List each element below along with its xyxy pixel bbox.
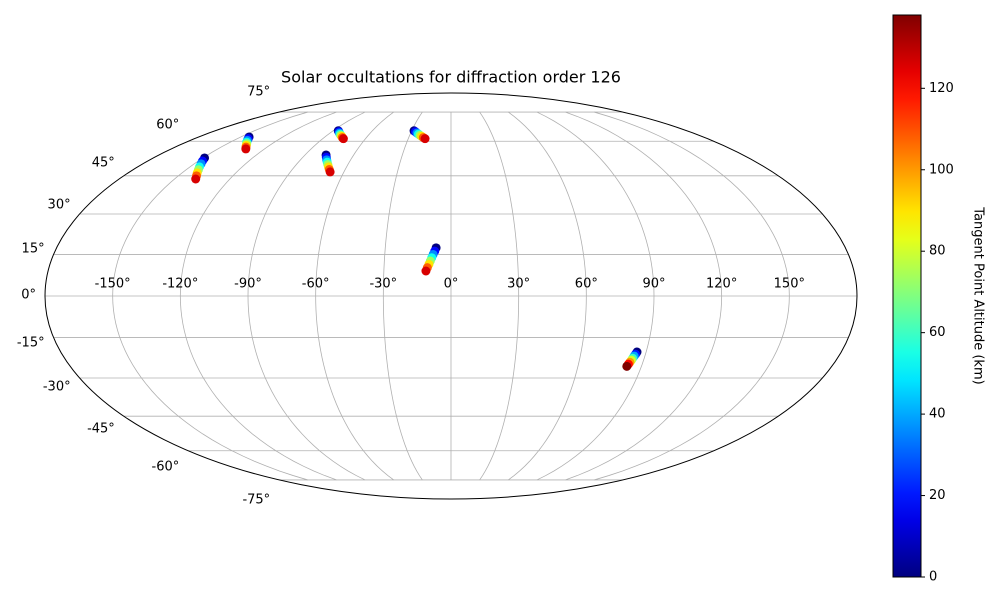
grid-line bbox=[315, 111, 394, 481]
y-tick-label: 75° bbox=[247, 85, 270, 100]
y-tick-label: -75° bbox=[242, 492, 270, 507]
grid-line bbox=[565, 111, 723, 481]
y-tick-label: 0° bbox=[21, 288, 36, 303]
colorbar-label: Tangent Point Altitude (km) bbox=[971, 206, 986, 384]
y-tick-label: -60° bbox=[152, 460, 180, 475]
x-tick-label: -120° bbox=[162, 277, 198, 292]
grid-line bbox=[479, 111, 520, 481]
map-outline bbox=[44, 92, 858, 500]
grid-line bbox=[247, 111, 366, 481]
grid-line bbox=[536, 111, 655, 481]
x-tick-label: 30° bbox=[507, 277, 530, 292]
grid-line bbox=[508, 111, 587, 481]
x-tick-label: 60° bbox=[575, 277, 598, 292]
y-tick-label: 15° bbox=[22, 241, 45, 256]
x-tick-label: 0° bbox=[444, 277, 459, 292]
x-tick-label: -150° bbox=[95, 277, 131, 292]
grid-line bbox=[112, 111, 308, 481]
x-tick-label: 90° bbox=[642, 277, 665, 292]
chart-title: Solar occultations for diffraction order… bbox=[281, 68, 621, 87]
occultation-point bbox=[420, 134, 430, 144]
colorbar-tick-label: 100 bbox=[929, 162, 954, 177]
x-tick-label: 120° bbox=[706, 277, 737, 292]
occultation-point bbox=[325, 167, 335, 177]
occultation-point bbox=[191, 174, 201, 184]
y-tick-label: 45° bbox=[92, 156, 115, 171]
colorbar-tick-label: 80 bbox=[929, 244, 946, 259]
y-tick-label: -45° bbox=[87, 421, 115, 436]
grid-line bbox=[179, 111, 337, 481]
occultation-point bbox=[622, 361, 632, 371]
x-tick-label: -60° bbox=[302, 277, 330, 292]
x-tick-label: -90° bbox=[234, 277, 262, 292]
occultation-point bbox=[241, 144, 251, 154]
colorbar-tick-label: 0 bbox=[929, 570, 937, 585]
colorbar-tick-label: 20 bbox=[929, 488, 946, 503]
grid-line bbox=[382, 111, 423, 481]
grid-line bbox=[594, 111, 790, 481]
colorbar bbox=[892, 14, 922, 578]
occultation-point bbox=[421, 266, 431, 276]
y-tick-label: 60° bbox=[156, 117, 179, 132]
colorbar-tick-label: 40 bbox=[929, 407, 946, 422]
colorbar-tick-label: 60 bbox=[929, 325, 946, 340]
x-tick-label: 150° bbox=[774, 277, 805, 292]
y-tick-label: -15° bbox=[17, 336, 45, 351]
y-tick-label: 30° bbox=[48, 197, 71, 212]
x-tick-label: -30° bbox=[369, 277, 397, 292]
y-tick-label: -30° bbox=[43, 380, 71, 395]
colorbar-tick-label: 120 bbox=[929, 81, 954, 96]
occultation-point bbox=[338, 134, 348, 144]
